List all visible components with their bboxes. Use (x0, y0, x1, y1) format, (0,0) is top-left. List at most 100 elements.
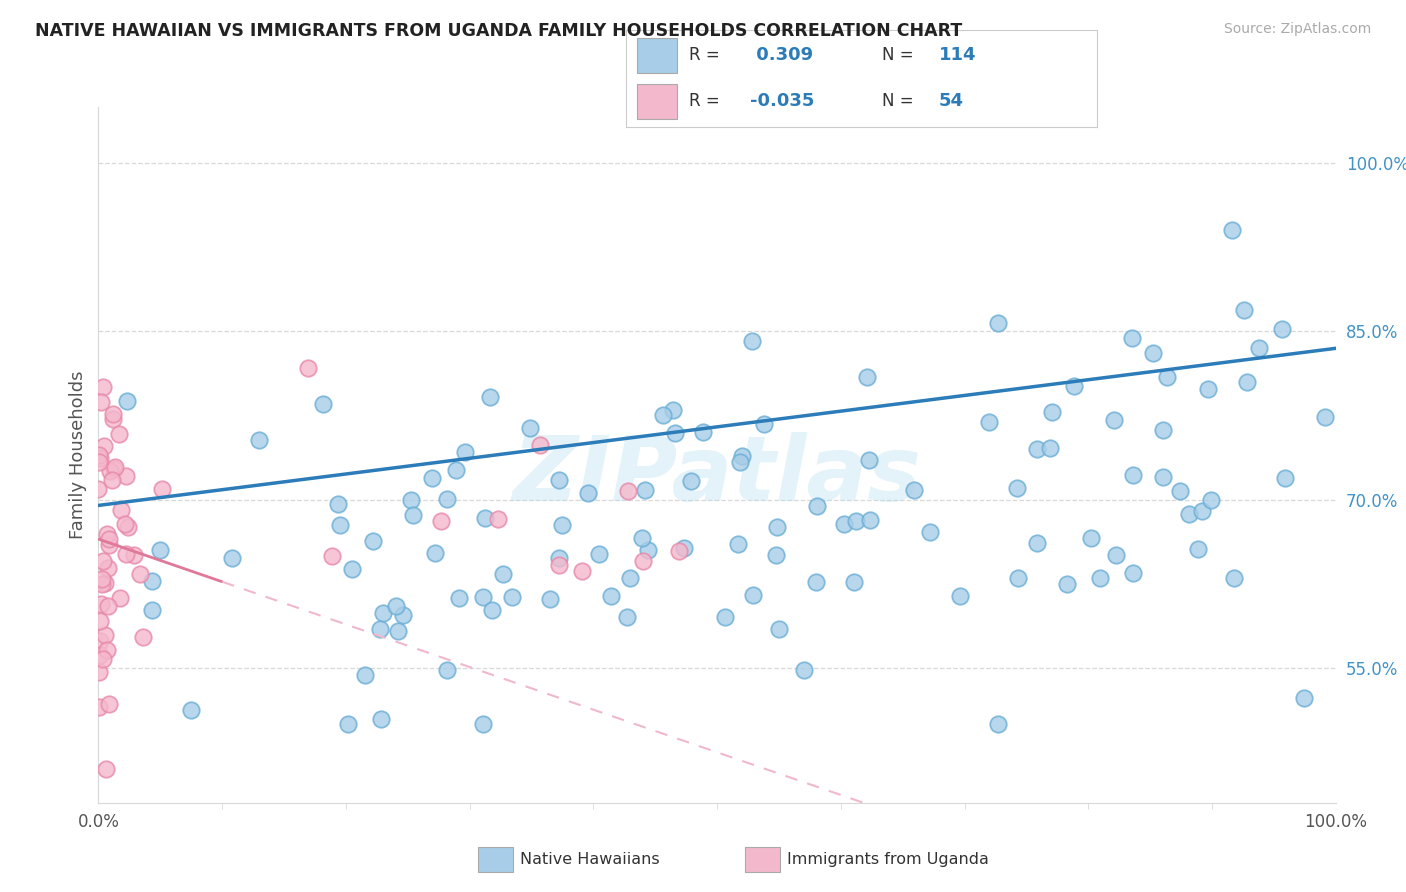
Point (337, 717, 360, 731)
Point (149, 543, 172, 558)
Point (91, 652, 114, 666)
Point (89, 648, 111, 662)
Text: -0.035: -0.035 (751, 92, 815, 110)
Point (599, 589, 621, 603)
Point (474, 510, 496, 524)
Point (297, 361, 319, 376)
Point (631, 531, 654, 545)
Point (98, 464, 121, 478)
Point (471, 591, 494, 605)
Point (93, 628, 115, 642)
Point (1178, 507, 1201, 521)
Point (93, 439, 115, 453)
Point (903, 483, 925, 497)
Text: 54: 54 (939, 92, 965, 110)
Point (551, 518, 574, 533)
Point (89, 450, 111, 465)
Point (89, 454, 111, 468)
Point (89, 633, 111, 648)
Text: R =: R = (689, 92, 725, 110)
Point (132, 631, 155, 645)
Point (449, 591, 471, 605)
Point (844, 514, 866, 528)
Text: N =: N = (883, 45, 920, 64)
Point (987, 316, 1010, 330)
Point (1105, 548, 1128, 562)
Point (1271, 322, 1294, 336)
Point (103, 412, 125, 426)
Point (1153, 469, 1175, 483)
Point (731, 449, 754, 463)
Text: Native Hawaiians: Native Hawaiians (520, 853, 659, 867)
Point (858, 453, 880, 467)
Point (141, 574, 163, 588)
Point (115, 469, 138, 483)
Point (221, 550, 243, 565)
Point (856, 370, 879, 384)
Point (727, 537, 749, 551)
Point (444, 463, 467, 477)
Point (692, 425, 714, 440)
Point (108, 591, 131, 606)
Point (401, 492, 423, 507)
Point (637, 543, 659, 558)
Point (91, 379, 114, 393)
Point (806, 499, 828, 513)
Point (633, 554, 655, 568)
Point (859, 513, 882, 527)
Point (588, 547, 610, 561)
Point (949, 589, 972, 603)
Point (1274, 471, 1296, 485)
Point (478, 390, 501, 404)
Point (728, 455, 751, 469)
Point (425, 545, 447, 559)
Point (834, 517, 856, 532)
Point (1222, 571, 1244, 585)
Text: N =: N = (883, 92, 920, 110)
Text: Source: ZipAtlas.com: Source: ZipAtlas.com (1223, 22, 1371, 37)
Point (619, 571, 641, 585)
Point (247, 433, 270, 447)
Point (1292, 691, 1315, 706)
Point (713, 610, 735, 624)
Point (392, 607, 415, 622)
Point (1197, 382, 1219, 396)
Point (454, 445, 477, 459)
Point (101, 407, 124, 421)
Point (1121, 331, 1143, 345)
Point (742, 588, 765, 602)
Point (1247, 341, 1270, 355)
Point (1233, 303, 1256, 318)
Point (1156, 370, 1178, 384)
Point (1063, 379, 1085, 393)
Point (108, 427, 131, 442)
Point (492, 567, 515, 582)
Point (387, 624, 409, 638)
Point (806, 575, 828, 590)
Point (97, 538, 120, 552)
Point (114, 516, 136, 531)
Point (1220, 223, 1243, 237)
Point (1026, 536, 1049, 550)
Point (1168, 484, 1191, 499)
Text: R =: R = (689, 45, 725, 64)
Point (94, 762, 117, 776)
Point (486, 512, 509, 526)
Point (101, 473, 124, 487)
Point (115, 394, 138, 409)
Point (103, 459, 125, 474)
Point (97, 599, 120, 613)
Point (87, 665, 110, 679)
Point (672, 541, 695, 555)
Point (652, 408, 675, 422)
Point (1088, 571, 1111, 585)
Point (436, 491, 458, 506)
Text: 114: 114 (939, 45, 976, 64)
Point (329, 517, 352, 532)
Y-axis label: Family Households: Family Households (69, 371, 87, 539)
Point (617, 483, 640, 498)
Point (97, 561, 120, 575)
Point (90, 394, 112, 409)
Point (472, 717, 495, 731)
Point (977, 416, 1000, 430)
